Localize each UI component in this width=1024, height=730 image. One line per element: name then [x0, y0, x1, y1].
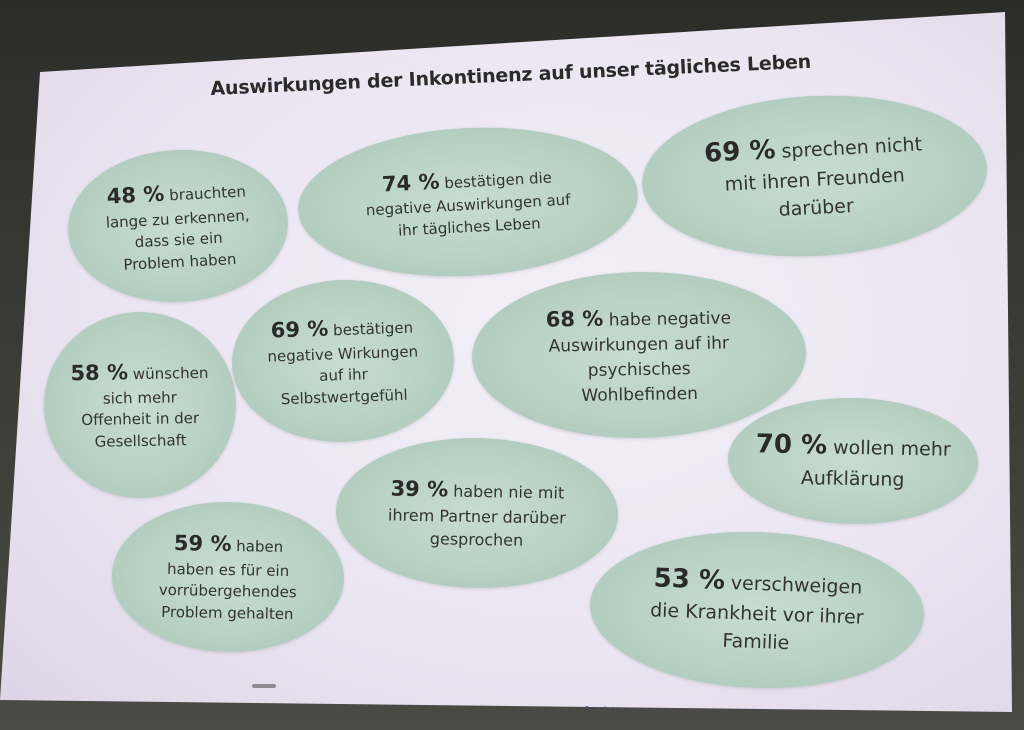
bubble-percent: 74 % [381, 169, 441, 197]
bubble-59: 59 % haben haben es für ein vorrübergehe… [110, 499, 346, 655]
source-link[interactable]: Archive | Frauengesundheit: https://... [581, 704, 819, 727]
screen-smudge [252, 684, 276, 688]
bubble-48: 48 % brauchten lange zu erkennen, dass s… [64, 144, 292, 308]
bubble-percent: 53 % [653, 562, 726, 596]
bubble-58: 58 % wünschen sich mehr Offenheit in der… [42, 310, 238, 500]
bubble-percent: 59 % [173, 531, 232, 557]
bubble-68: 68 % habe negative Auswirkungen auf ihr … [470, 269, 808, 441]
bubble-percent: 39 % [390, 476, 449, 502]
bubble-percent: 69 % [703, 134, 777, 169]
bubble-percent: 58 % [70, 360, 129, 386]
bubble-39: 39 % haben nie mit ihrem Partner darüber… [334, 435, 620, 591]
bubble-percent: 69 % [270, 316, 329, 343]
bubble-70: 70 % wollen mehr Aufklärung [726, 395, 980, 527]
bubble-69-selfesteem: 69 % bestätigen negative Wirkungen auf i… [229, 276, 457, 446]
bubble-53: 53 % verschweigen die Krankheit vor ihre… [587, 526, 927, 694]
slide-title: Auswirkungen der Inkontinenz auf unser t… [210, 50, 812, 100]
bubble-74: 74 % bestätigen die negative Auswirkunge… [294, 119, 642, 285]
bubble-percent: 70 % [755, 429, 828, 461]
bubble-69-friends: 69 % sprechen nicht mit ihren Freunden d… [638, 87, 991, 265]
bubble-percent: 68 % [545, 306, 604, 332]
bubble-percent: 48 % [106, 181, 165, 209]
